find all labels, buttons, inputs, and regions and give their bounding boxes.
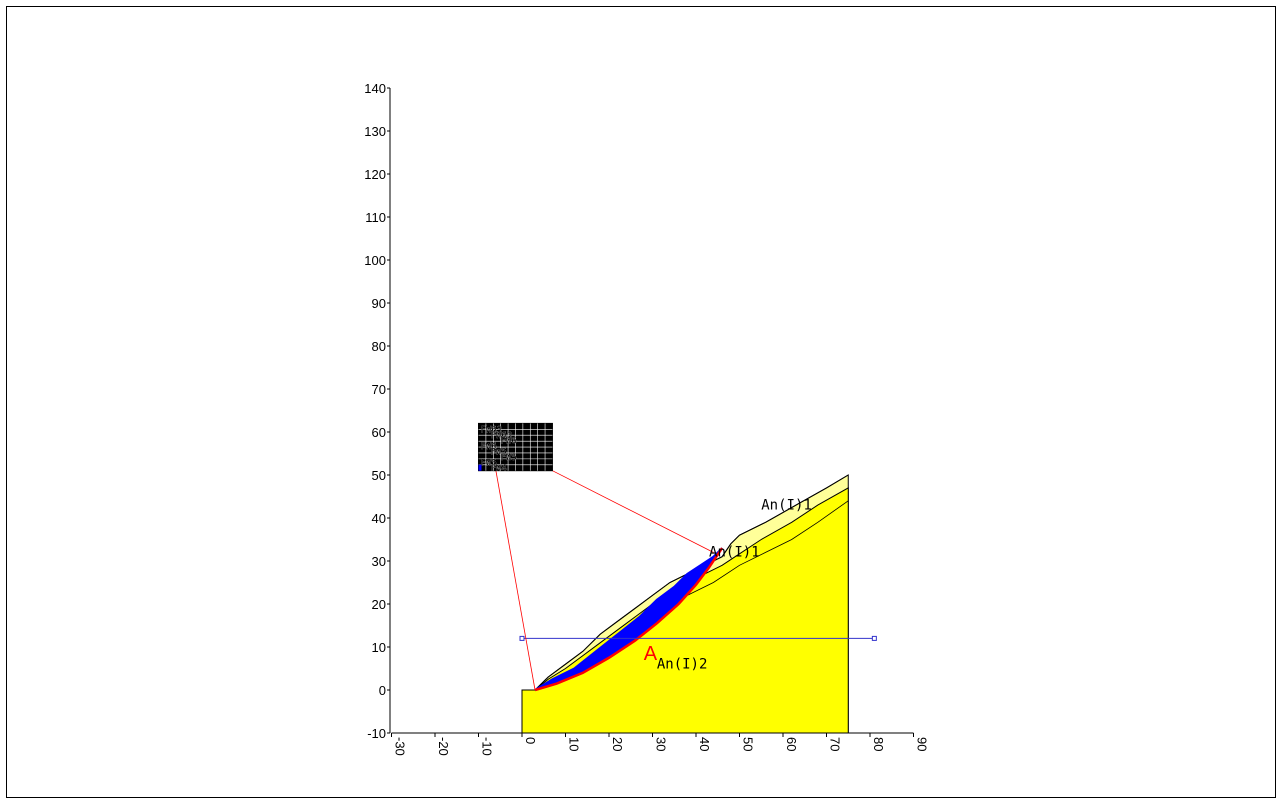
water-level-end-marker — [871, 635, 877, 641]
y-tick-label: 30 — [372, 554, 386, 569]
labels-layer: An(I)1 An(I)1 An(I)2A — [644, 497, 812, 672]
layer-label-2: An(I)1 — [709, 545, 760, 561]
y-tick-label: 40 — [372, 511, 386, 526]
y-tick-label: 60 — [372, 425, 386, 440]
x-tick-label: 0 — [523, 737, 538, 744]
grid-node-label: FW63 — [481, 425, 503, 435]
x-tick-label: 60 — [784, 737, 799, 751]
y-tick-label: 10 — [372, 640, 386, 655]
x-tick-label: -30 — [393, 737, 408, 756]
grid-node-label: FW63 — [491, 431, 513, 441]
y-tick-label: 50 — [372, 468, 386, 483]
x-tick-label: 90 — [915, 737, 930, 751]
grid-node-label: FW6 — [481, 442, 497, 452]
axes-layer: -30 -20 -10 0 10 20 30 40 50 60 70 80 90 -10 0 10 20 30 40… — [364, 81, 929, 756]
x-tick-label: 20 — [610, 737, 625, 751]
y-tick-label: 80 — [372, 339, 386, 354]
y-tick-label: 130 — [364, 124, 386, 139]
lines-layer — [495, 470, 877, 691]
search-radius-line-2 — [552, 470, 714, 553]
grid-node-label: FW6 — [501, 436, 517, 446]
critical-circle-label: A — [644, 643, 658, 665]
y-tick-label: 0 — [379, 683, 386, 698]
layer-label-3: An(I)2 — [657, 657, 708, 673]
x-tick-label: 10 — [567, 737, 582, 751]
y-tick-label: 90 — [372, 296, 386, 311]
ground-surface-line — [522, 474, 849, 691]
y-tick-label: 120 — [364, 167, 386, 182]
water-level-start-marker — [519, 635, 525, 641]
layer-label-1: An(I)1 — [761, 497, 812, 513]
x-tick-label: 70 — [828, 737, 843, 751]
x-tick-label: -10 — [480, 737, 495, 756]
y-tick-label: -10 — [367, 726, 386, 741]
grid-node-label: FW5 — [491, 447, 507, 457]
search-radius-line-1 — [495, 470, 536, 691]
grid-node-label: FW5 — [501, 453, 517, 463]
grid-center-marker — [478, 464, 482, 471]
x-tick-label: 40 — [697, 737, 712, 751]
sliding-mass-layer — [534, 547, 724, 692]
x-tick-label: 30 — [654, 737, 669, 751]
y-tick-label: 20 — [372, 597, 386, 612]
x-tick-label: 80 — [871, 737, 886, 751]
ground-layer — [521, 474, 849, 734]
x-tick-label: 50 — [741, 737, 756, 751]
y-tick-label: 100 — [364, 253, 386, 268]
x-tick-label: -20 — [436, 737, 451, 756]
grid-node-label: FW4 — [491, 464, 507, 474]
y-tick-label: 140 — [364, 81, 386, 96]
grid-node-label: FW5 — [481, 458, 497, 468]
critical-slip-surface — [534, 547, 724, 692]
y-tick-label: 110 — [365, 210, 386, 225]
soil-layer-1 — [521, 487, 849, 734]
drawing-frame: -30 -20 -10 0 10 20 30 40 50 60 70 80 90 -10 0 10 20 30 40… — [6, 6, 1276, 798]
y-tick-label: 70 — [372, 382, 386, 397]
slope-stability-plot: -30 -20 -10 0 10 20 30 40 50 60 70 80 90 -10 0 10 20 30 40… — [364, 81, 929, 756]
